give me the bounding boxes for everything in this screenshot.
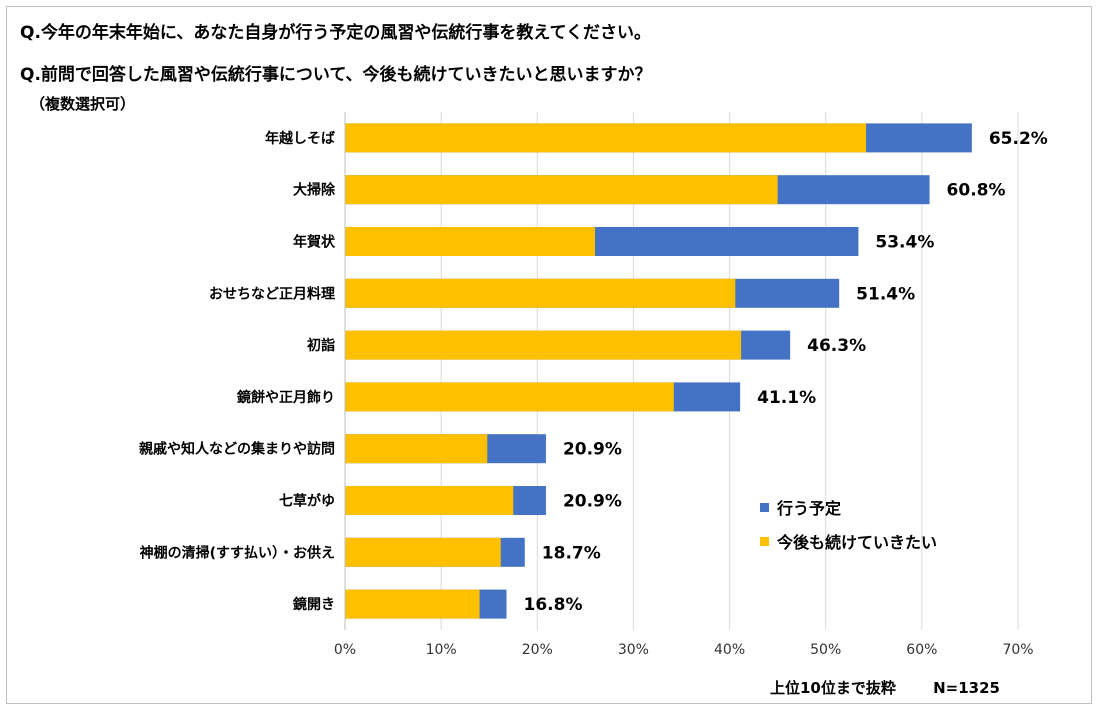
bar-continue — [345, 382, 674, 412]
value-label: 18.7% — [542, 543, 601, 563]
legend-swatch-plan — [760, 502, 769, 512]
bar-continue — [345, 330, 742, 360]
bar-continue — [345, 537, 501, 567]
chart-frame — [6, 6, 1092, 704]
value-label: 60.8% — [947, 181, 1006, 201]
value-label: 65.2% — [989, 129, 1048, 149]
x-tick-label: 0% — [334, 642, 356, 658]
category-label: おせちなど正月料理 — [209, 285, 335, 302]
bar-continue — [345, 175, 778, 205]
legend-swatch-continue — [760, 536, 769, 546]
legend: 行う予定 今後も続けていきたい — [760, 490, 937, 558]
x-tick-label: 50% — [810, 642, 841, 658]
legend-item-continue: 今後も続けていきたい — [760, 524, 937, 558]
x-tick-label: 10% — [426, 642, 457, 658]
value-label: 46.3% — [807, 336, 866, 356]
category-label: 親戚や知人などの集まりや訪問 — [139, 441, 335, 458]
category-label: 鏡餅や正月飾り — [237, 389, 335, 406]
legend-item-plan: 行う予定 — [760, 490, 937, 524]
sample-size: N=1325 — [933, 679, 1000, 697]
category-label: 年越しそば — [265, 130, 335, 147]
value-label: 20.9% — [563, 492, 622, 512]
legend-label-plan: 行う予定 — [777, 499, 842, 518]
footer-scope: 上位10位まで抜粋 — [770, 679, 896, 697]
x-tick-label: 70% — [1002, 642, 1033, 658]
footer-note: 上位10位まで抜粋 N=1325 — [770, 677, 1000, 698]
value-label: 51.4% — [856, 284, 915, 304]
value-label: 20.9% — [563, 440, 622, 460]
bar-continue — [345, 123, 867, 153]
x-tick-label: 30% — [618, 642, 649, 658]
multiple-choice-note: （複数選択可） — [30, 95, 136, 113]
legend-label-continue: 今後も続けていきたい — [777, 533, 938, 552]
bar-continue — [345, 589, 480, 619]
x-tick-label: 60% — [906, 642, 937, 658]
x-tick-label: 40% — [714, 642, 745, 658]
category-label: 初詣 — [307, 337, 335, 354]
value-label: 16.8% — [524, 595, 583, 615]
x-tick-label: 20% — [522, 642, 553, 658]
bar-continue — [345, 278, 736, 308]
category-label: 神棚の清掃(すす払い）・お供え — [140, 544, 335, 561]
category-label: 七草がゆ — [279, 493, 335, 510]
bar-continue — [345, 434, 488, 464]
category-label: 鏡開き — [293, 596, 335, 613]
category-label: 年賀状 — [293, 234, 336, 251]
question-1-title: Q.今年の年末年始に、あなた自身が行う予定の風習や伝統行事を教えてください。 — [20, 23, 652, 43]
value-label: 53.4% — [875, 233, 934, 253]
bar-continue — [345, 227, 595, 256]
category-label: 大掃除 — [293, 182, 336, 199]
bar-continue — [345, 486, 514, 515]
value-label: 41.1% — [757, 388, 816, 408]
question-2-title: Q.前問で回答した風習や伝統行事について、今後も続けていきたいと思いますか？ — [20, 65, 652, 85]
